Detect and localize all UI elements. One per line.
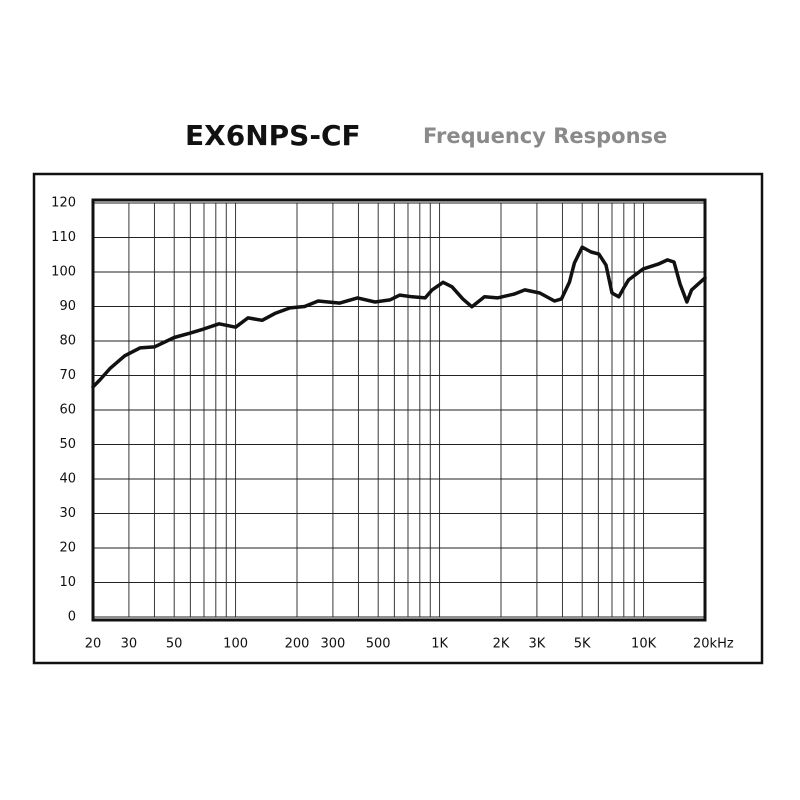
y-tick-label: 110 <box>51 230 76 245</box>
y-tick-label: 20 <box>59 541 76 556</box>
x-tick-label: 20 <box>85 637 102 652</box>
x-tick-label: 100 <box>223 637 248 652</box>
x-tick-label: 20kHz <box>693 637 734 652</box>
x-tick-label: 2K <box>493 637 510 652</box>
outer-frame <box>32 172 764 665</box>
x-tick-label: 30 <box>121 637 138 652</box>
y-tick-label: 70 <box>59 368 76 383</box>
y-tick-label: 60 <box>59 403 76 418</box>
x-tick-label: 10K <box>631 637 657 652</box>
x-tick-label: 500 <box>366 637 391 652</box>
y-tick-label: 80 <box>59 334 76 349</box>
y-tick-label: 90 <box>59 299 76 314</box>
y-tick-label: 10 <box>59 575 76 590</box>
x-tick-label: 50 <box>166 637 183 652</box>
x-tick-label: 1K <box>431 637 448 652</box>
y-tick-label: 40 <box>59 472 76 487</box>
x-tick-label: 200 <box>285 637 310 652</box>
x-tick-label: 5K <box>574 637 591 652</box>
y-tick-label: 120 <box>51 196 76 211</box>
response-line <box>91 245 707 389</box>
plot-frame <box>91 198 707 622</box>
chart-title: EX6NPS-CF <box>185 119 361 152</box>
y-tick-label: 100 <box>51 265 76 280</box>
x-tick-label: 3K <box>529 637 546 652</box>
y-tick-label: 0 <box>68 610 76 625</box>
x-tick-label: 300 <box>321 637 346 652</box>
y-tick-label: 50 <box>59 437 76 452</box>
chart-subtitle: Frequency Response <box>423 124 667 148</box>
y-tick-label: 30 <box>59 506 76 521</box>
